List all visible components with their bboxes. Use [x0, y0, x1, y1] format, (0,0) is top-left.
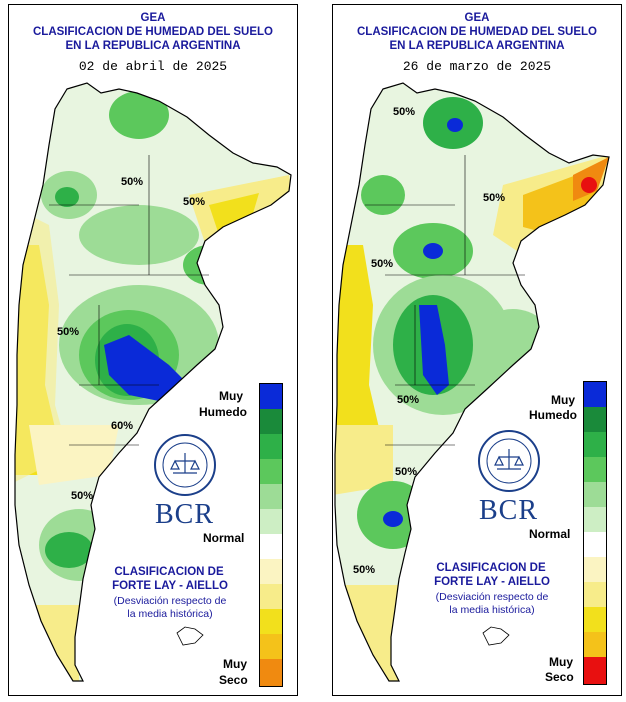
legend-muy-label: Muy: [551, 393, 575, 407]
map-panel-left: GEA CLASIFICACION DE HUMEDAD DEL SUELO E…: [8, 4, 298, 696]
legend-humedo-label: Humedo: [199, 405, 247, 419]
map-title-gea: GEA: [464, 12, 490, 24]
map-panel-right: GEA CLASIFICACION DE HUMEDAD DEL SUELO E…: [332, 4, 622, 696]
legend-swatch: [584, 482, 606, 507]
legend-swatch: [584, 407, 606, 432]
legend-swatch: [260, 434, 282, 459]
province-borders: [49, 155, 209, 446]
legend-color-bar: [583, 381, 607, 685]
malvinas-islands: [482, 626, 510, 646]
classification-line1: CLASIFICACION DE: [436, 562, 546, 574]
legend-swatch: [260, 409, 282, 434]
classification-line3: (Desviación respecto de: [435, 591, 549, 603]
legend-swatch: [584, 507, 606, 532]
bcr-logo: BCR: [479, 495, 539, 526]
legend-swatch: [584, 632, 606, 657]
legend-muy-seco-label: Muy: [549, 655, 573, 669]
contour-label: 50%: [71, 490, 93, 502]
map-title-line2: CLASIFICACION DE HUMEDAD DEL SUELO: [32, 26, 274, 38]
legend-muy-seco-label: Muy: [223, 657, 247, 671]
legend-swatch: [584, 382, 606, 407]
map-title-line2: CLASIFICACION DE HUMEDAD DEL SUELO: [356, 26, 598, 38]
legend-color-bar: [259, 383, 283, 687]
legend-swatch: [584, 557, 606, 582]
classification-line3: (Desviación respecto de: [113, 595, 227, 607]
classification-line1: CLASIFICACION DE: [114, 566, 224, 578]
map-date: 02 de abril de 2025: [78, 59, 228, 74]
legend-humedo-label: Humedo: [529, 408, 577, 422]
contour-label: 50%: [397, 394, 419, 406]
contour-label: 50%: [183, 196, 205, 208]
legend-normal-label: Normal: [203, 531, 245, 545]
classification-line4: la media histórica): [449, 604, 535, 616]
argentina-soil-moisture-map: 50% 50% 50% 50% 50% 50%: [334, 82, 610, 682]
argentina-soil-moisture-map: 50% 50% 50% 60% 50%: [14, 82, 292, 682]
contour-label: 50%: [353, 564, 375, 576]
country-outline: [334, 82, 610, 682]
contour-label: 50%: [483, 192, 505, 204]
contour-label: 50%: [371, 258, 393, 270]
map-title-line3: EN LA REPUBLICA ARGENTINA: [65, 40, 241, 52]
legend-seco-label: Seco: [545, 670, 574, 684]
legend-swatch: [260, 609, 282, 634]
malvinas-islands: [176, 626, 204, 646]
legend-swatch: [260, 384, 282, 409]
map-date: 26 de marzo de 2025: [402, 59, 552, 74]
classification-line2: FORTE LAY - AIELLO: [434, 576, 550, 588]
contour-label: 50%: [393, 106, 415, 118]
legend-seco-label: Seco: [219, 673, 248, 687]
legend-swatch: [260, 584, 282, 609]
legend-normal-label: Normal: [529, 527, 571, 541]
legend-swatch: [584, 657, 606, 684]
bcr-seal-icon: [478, 430, 540, 492]
classification-line2: FORTE LAY - AIELLO: [112, 580, 228, 592]
legend-swatch: [584, 432, 606, 457]
legend-swatch: [260, 484, 282, 509]
contour-label: 50%: [121, 176, 143, 188]
legend-swatch: [260, 559, 282, 584]
legend-swatch: [260, 659, 282, 686]
country-outline: [14, 82, 292, 682]
classification-line4: la media histórica): [127, 608, 213, 620]
contour-label: 60%: [111, 420, 133, 432]
province-borders: [365, 155, 525, 446]
legend-swatch: [584, 457, 606, 482]
bcr-logo: BCR: [155, 499, 215, 530]
legend-muy-label: Muy: [219, 389, 243, 403]
legend-swatch: [260, 534, 282, 559]
legend-swatch: [584, 582, 606, 607]
legend-swatch: [260, 509, 282, 534]
legend-swatch: [260, 459, 282, 484]
legend-swatch: [584, 532, 606, 557]
contour-label: 50%: [395, 466, 417, 478]
contour-label: 50%: [57, 326, 79, 338]
legend-swatch: [584, 607, 606, 632]
legend-swatch: [260, 634, 282, 659]
bcr-seal-icon: [154, 434, 216, 496]
map-title-gea: GEA: [140, 12, 166, 24]
map-title-line3: EN LA REPUBLICA ARGENTINA: [389, 40, 565, 52]
